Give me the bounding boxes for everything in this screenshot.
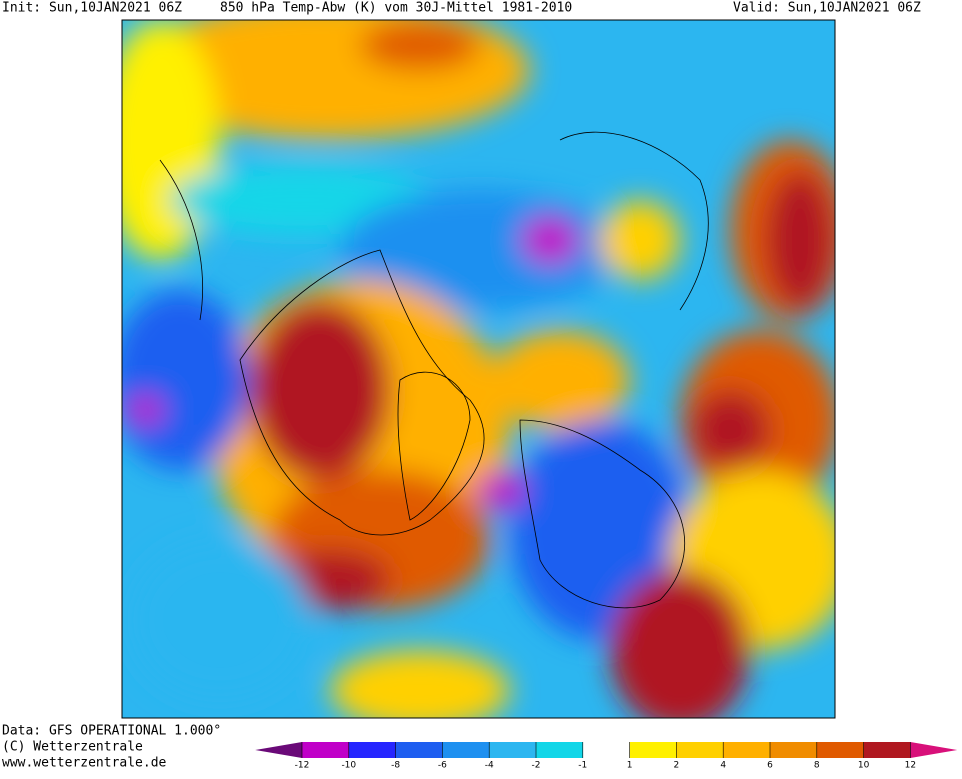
colorbar-tick-label: 10 <box>858 761 870 771</box>
colorbar-segment <box>816 742 864 758</box>
map <box>122 20 835 718</box>
colorbar-tick-label: -12 <box>295 761 310 771</box>
map-frame <box>121 19 836 719</box>
valid-time: Valid: Sun,10JAN2021 06Z <box>733 1 921 16</box>
colorbar-segment <box>442 742 490 758</box>
colorbar-tick-label: 12 <box>905 761 916 771</box>
colorbar-segment <box>676 742 724 758</box>
map-title: 850 hPa Temp-Abw (K) vom 30J-Mittel 1981… <box>220 1 572 16</box>
colorbar-segment <box>770 742 817 758</box>
website: www.wetterzentrale.de <box>2 756 167 771</box>
colorbar-segment <box>395 742 443 758</box>
colorbar-tick-label: -6 <box>438 761 447 771</box>
colorbar-tick-label: -4 <box>485 761 494 771</box>
colorbar-segment <box>489 742 536 758</box>
colorbar-tick-label: -10 <box>341 761 356 771</box>
data-source: Data: GFS OPERATIONAL 1.000° <box>2 724 221 739</box>
colorbar-tick-label: 2 <box>674 761 680 771</box>
colorbar: -12 -10 -8 -6 -4 -2 -1 1 2 4 6 8 10 12 <box>255 742 958 771</box>
colorbar-tick-label: -8 <box>391 761 400 771</box>
colorbar-segment <box>302 742 349 758</box>
colorbar-tick-label: -1 <box>578 761 587 771</box>
colorbar-over <box>910 742 958 758</box>
colorbar-tick-label: 6 <box>767 761 773 771</box>
colorbar-under <box>255 742 302 758</box>
colorbar-tick-label: 8 <box>814 761 820 771</box>
copyright: (C) Wetterzentrale <box>2 740 143 755</box>
colorbar-segment <box>863 742 911 758</box>
colorbar-segment <box>536 742 583 758</box>
colorbar-segment <box>348 742 396 758</box>
colorbar-segment <box>629 742 677 758</box>
colorbar-segment <box>723 742 770 758</box>
colorbar-tick-label: 1 <box>627 761 633 771</box>
init-time: Init: Sun,10JAN2021 06Z <box>2 1 182 16</box>
colorbar-segment <box>582 742 630 758</box>
colorbar-tick-label: -2 <box>532 761 541 771</box>
colorbar-tick-label: 4 <box>720 761 726 771</box>
